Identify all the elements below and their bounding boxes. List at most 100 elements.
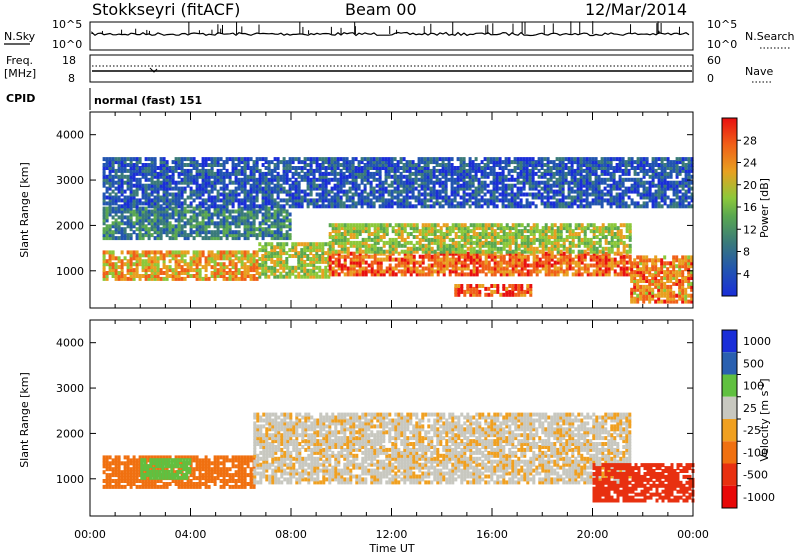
data-cell xyxy=(324,204,328,209)
data-cell xyxy=(610,235,614,239)
data-cell xyxy=(222,253,226,258)
data-cell xyxy=(189,230,193,235)
data-cell xyxy=(111,224,115,229)
data-cell xyxy=(414,195,418,200)
data-cell xyxy=(264,177,268,182)
data-cell xyxy=(204,206,208,211)
data-cell xyxy=(210,265,214,270)
data-cell xyxy=(486,204,490,209)
data-cell xyxy=(451,266,455,271)
data-cell xyxy=(207,174,211,179)
data-cell xyxy=(616,240,620,245)
data-cell xyxy=(526,237,530,242)
data-cell xyxy=(138,259,142,264)
data-cell xyxy=(117,215,121,220)
data-cell xyxy=(529,284,533,288)
data-cell xyxy=(156,198,160,203)
data-cell xyxy=(327,204,331,209)
data-cell xyxy=(346,232,350,236)
data-cell xyxy=(102,230,106,235)
data-cell xyxy=(424,272,428,277)
data-cell xyxy=(504,174,508,179)
data-cell xyxy=(562,269,566,274)
data-cell xyxy=(451,257,455,262)
data-cell xyxy=(577,257,581,262)
data-cell xyxy=(135,206,139,211)
data-cell xyxy=(336,189,340,194)
data-cell xyxy=(171,192,175,197)
data-cell xyxy=(412,235,416,239)
data-cell xyxy=(354,201,358,206)
data-cell xyxy=(531,163,535,167)
data-cell xyxy=(252,160,256,165)
data-cell xyxy=(540,195,544,200)
data-cell xyxy=(337,226,341,231)
data-cell xyxy=(430,257,434,262)
data-cell xyxy=(397,235,401,239)
data-cell xyxy=(264,166,268,170)
data-cell xyxy=(474,198,478,203)
data-cell xyxy=(165,227,169,232)
data-cell xyxy=(553,232,557,236)
data-cell xyxy=(267,224,271,229)
data-cell xyxy=(471,174,475,179)
data-cell xyxy=(213,157,217,162)
data-cell xyxy=(555,168,559,173)
data-cell xyxy=(222,268,226,273)
data-cell xyxy=(138,256,142,261)
data-cell xyxy=(444,192,448,197)
data-cell xyxy=(519,180,523,185)
data-cell xyxy=(675,255,679,260)
data-cell xyxy=(219,212,223,217)
data-cell xyxy=(555,189,559,194)
data-cell xyxy=(337,254,341,259)
data-cell xyxy=(493,266,497,271)
data-cell xyxy=(309,201,313,206)
data-cell xyxy=(297,257,301,261)
data-cell xyxy=(355,226,359,231)
data-cell xyxy=(267,215,271,220)
data-cell xyxy=(645,293,649,298)
data-cell xyxy=(462,192,466,197)
data-cell xyxy=(355,243,359,248)
data-cell xyxy=(481,243,485,248)
data-cell xyxy=(228,262,232,267)
data-cell xyxy=(625,266,629,271)
data-cell xyxy=(126,195,130,200)
data-cell xyxy=(381,183,385,188)
data-cell xyxy=(252,174,256,179)
data-cell xyxy=(568,249,572,254)
data-cell xyxy=(522,163,526,167)
data-cell xyxy=(171,236,175,241)
data-cell xyxy=(370,269,374,274)
data-cell xyxy=(328,246,332,251)
data-cell xyxy=(502,292,506,297)
data-cell xyxy=(669,273,673,278)
data-cell xyxy=(474,186,478,191)
data-cell xyxy=(273,189,277,194)
data-cell xyxy=(390,192,394,197)
data-cell xyxy=(195,180,199,185)
data-cell xyxy=(595,226,599,231)
data-cell xyxy=(343,263,347,268)
data-cell xyxy=(343,246,347,251)
data-cell xyxy=(213,256,217,261)
data-cell xyxy=(349,229,353,234)
data-cell xyxy=(309,183,313,188)
data-cell xyxy=(528,183,532,188)
data-cell xyxy=(180,268,184,273)
data-cell xyxy=(144,195,148,200)
data-cell xyxy=(174,186,178,191)
data-cell xyxy=(237,192,241,197)
data-cell xyxy=(625,249,629,254)
data-cell xyxy=(559,235,563,239)
data-cell xyxy=(604,257,608,262)
data-cell xyxy=(234,274,238,278)
data-cell xyxy=(358,266,362,271)
data-cell xyxy=(517,286,521,291)
data-cell xyxy=(108,262,112,267)
data-cell xyxy=(174,218,178,223)
data-cell xyxy=(427,223,431,228)
data-cell xyxy=(141,233,145,238)
data-cell xyxy=(490,237,494,242)
